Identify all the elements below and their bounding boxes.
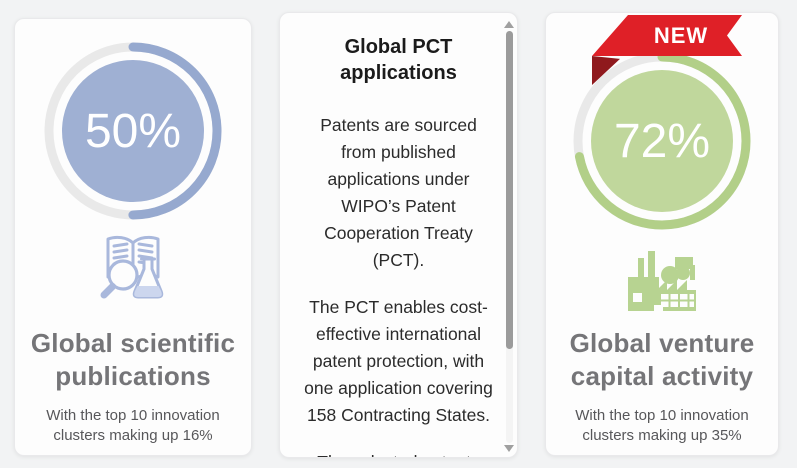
scrollbar-thumb[interactable] bbox=[506, 31, 513, 349]
book-magnifier-flask-icon bbox=[100, 235, 164, 299]
pct-card-title: Global PCT applications bbox=[340, 36, 457, 84]
new-ribbon: NEW bbox=[592, 15, 742, 87]
scroll-down-arrow-icon[interactable] bbox=[504, 445, 514, 452]
card-subtitle: With the top 10 innovation clusters maki… bbox=[46, 406, 220, 445]
new-ribbon-fold bbox=[592, 56, 620, 85]
scroll-up-arrow-icon[interactable] bbox=[504, 21, 514, 28]
new-ribbon-band: NEW bbox=[592, 15, 742, 56]
factory-icon bbox=[628, 251, 696, 311]
scrollbar-track[interactable] bbox=[506, 31, 513, 443]
card-global-pct-applications: Global PCT applications Patents are sour… bbox=[279, 12, 518, 458]
progress-ring-50: 50% bbox=[44, 42, 222, 220]
ring-progress-arc bbox=[573, 52, 751, 230]
scrollbar[interactable] bbox=[501, 13, 517, 457]
card-global-scientific-publications[interactable]: 50% Global scientific publications With … bbox=[14, 18, 252, 456]
pct-paragraph-3: The selected patents bbox=[294, 449, 503, 457]
card-title: Global scientific publications bbox=[30, 328, 236, 392]
percent-value: 72% bbox=[614, 115, 710, 168]
pct-paragraph-2: The PCT enables cost- effective internat… bbox=[304, 297, 493, 425]
card-subtitle: With the top 10 innovation clusters maki… bbox=[575, 406, 749, 445]
pct-paragraph-1: Patents are sourced from published appli… bbox=[320, 115, 477, 270]
card-title: Global venture capital activity bbox=[569, 328, 755, 392]
ring-inner-circle bbox=[62, 60, 204, 202]
pct-scroll-content[interactable]: Global PCT applications Patents are sour… bbox=[280, 34, 517, 457]
ring-inner-circle bbox=[591, 70, 733, 212]
new-ribbon-label: NEW bbox=[653, 22, 709, 48]
ring-progress-arc bbox=[44, 42, 222, 220]
progress-ring-72: 72% bbox=[573, 52, 751, 230]
card-global-venture-capital-activity[interactable]: 72% bbox=[545, 12, 779, 456]
percent-value: 50% bbox=[85, 105, 181, 158]
